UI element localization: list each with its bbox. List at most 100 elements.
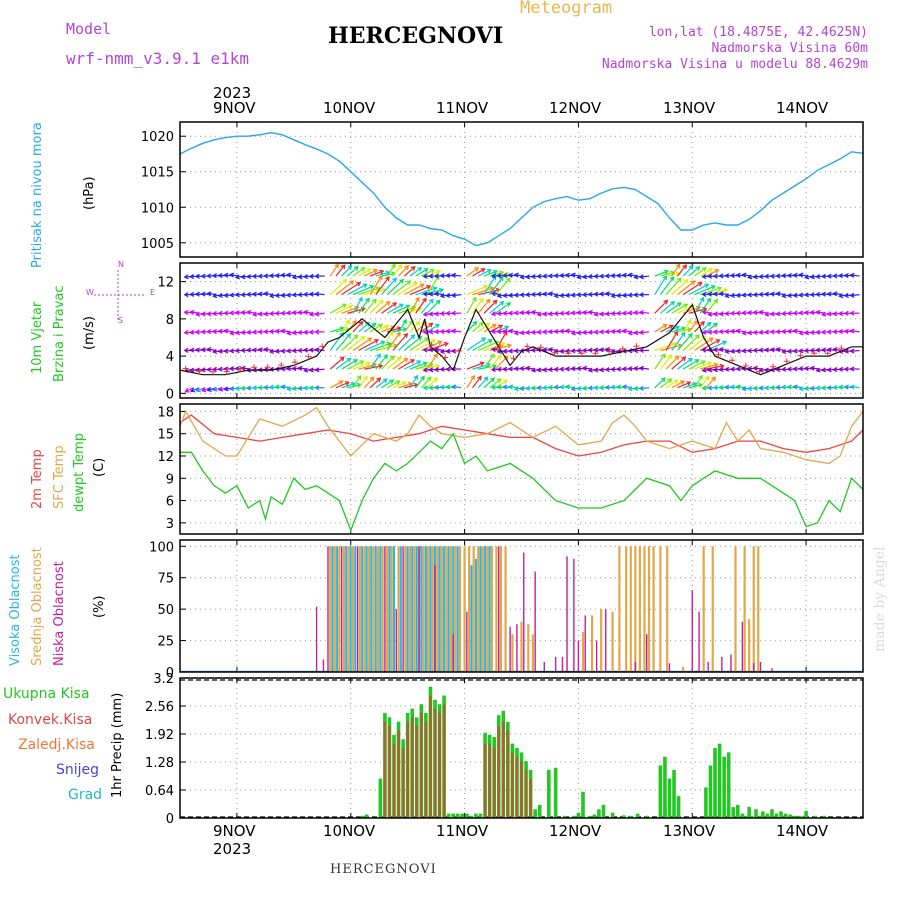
wind-gust-marker (264, 364, 271, 371)
precip-conv-bar (506, 730, 510, 818)
wind-arrow-head (576, 330, 582, 336)
wind-arrow (335, 358, 351, 370)
wind-arrow (472, 268, 485, 277)
wind-arrow-head (398, 303, 404, 309)
wind-arrow-head (559, 310, 565, 316)
wind-arrow-head (303, 309, 309, 315)
wind-arrow-head (297, 310, 303, 316)
wind-arrow-head (251, 385, 257, 391)
wind-arrow-head (809, 385, 815, 391)
wind-arrow-head (610, 273, 616, 279)
wind-arrow-head (849, 366, 855, 372)
precip-ytick-label: 2.56 (145, 700, 174, 715)
wind-arrow-head (428, 273, 434, 279)
wind-arrow (341, 319, 350, 333)
wind-arrow-head (291, 330, 297, 336)
wind-arrow-head (341, 303, 347, 309)
wind-arrow-head (667, 354, 673, 360)
wind-gust-marker (633, 343, 640, 350)
wind-arrow-head (519, 365, 525, 372)
wind-arrow-head (769, 385, 775, 391)
wind-arrow (452, 294, 462, 297)
wind-arrow (364, 322, 376, 333)
wind-arrow-head (593, 273, 599, 279)
wind-arrow-head (775, 384, 781, 390)
wind-arrow-head (741, 330, 747, 336)
wind-arrow-head (621, 328, 627, 334)
wind-arrow (494, 379, 508, 389)
wind-arrow-head (445, 310, 451, 316)
wind-arrow-head (610, 384, 616, 390)
wind-arrow-head (680, 380, 686, 385)
wind-arrow-head (775, 329, 781, 335)
wind-gust-marker (223, 368, 230, 375)
wind-arrow (677, 381, 691, 389)
wind-arrow-head (781, 293, 787, 299)
wind-arrow-head (616, 292, 622, 299)
wind-arrow-head (234, 330, 240, 336)
wind-arrow-head (432, 286, 438, 292)
wind-arrow-head (206, 329, 212, 335)
wind-arrow-head (200, 347, 206, 353)
wind-arrow-head (206, 273, 212, 279)
wind-arrow-head (688, 265, 694, 271)
wind-arrow-head (490, 347, 497, 353)
wind-arrow-head (519, 274, 525, 280)
wind-arrow-head (399, 278, 405, 284)
wind-arrow-head (547, 291, 553, 297)
wind-arrow (483, 270, 498, 277)
bottom-year-label: 2023 (213, 840, 252, 858)
wind-arrow-head (405, 304, 411, 310)
wind-arrow-head (496, 273, 502, 279)
wind-arrow (850, 294, 860, 297)
wind-arrow (694, 267, 707, 277)
wind-arrow (483, 342, 505, 352)
wind-arrow (426, 300, 441, 314)
wind-arrow-head (717, 286, 723, 292)
wind-arrow-head (694, 359, 700, 364)
wind_speed-ytick-label: 4 (166, 350, 174, 365)
wind-arrow-head (729, 328, 735, 334)
wind-gust-marker (606, 348, 613, 355)
wind-arrow-head (826, 273, 832, 279)
wind-arrow-head (599, 311, 605, 317)
wind-arrow-head (280, 384, 286, 390)
wind-arrow-head (297, 347, 303, 354)
wind-arrow-head (422, 361, 428, 367)
wind-arrow-head (417, 267, 423, 272)
wind-arrow (850, 274, 860, 277)
wind-arrow-head (633, 330, 639, 336)
wind-arrow-head (490, 291, 497, 297)
wind-arrow (398, 265, 409, 277)
wind-arrow-head (285, 366, 291, 372)
wind-arrow-head (616, 384, 622, 390)
wind-arrow-head (234, 385, 240, 392)
wind-arrow-head (189, 367, 195, 373)
wind-arrow-head (530, 329, 536, 335)
wind-arrow (329, 264, 339, 277)
wind-arrow-head (297, 329, 303, 336)
wind-gust-marker (182, 365, 189, 372)
wind-arrow-head (729, 348, 736, 354)
wind-arrow (335, 381, 350, 389)
wind-arrow-head (832, 347, 838, 353)
wind-arrow-head (433, 311, 439, 317)
wind-arrow-head (570, 348, 576, 354)
wind-arrow-head (633, 292, 639, 298)
wind-arrow (671, 332, 686, 351)
wind-arrow-head (610, 366, 616, 372)
wind-arrow-head (286, 330, 292, 336)
wind-arrow (665, 277, 682, 296)
wind-arrow-head (211, 273, 217, 279)
wind-arrow (682, 382, 697, 389)
wind-arrow-head (610, 310, 616, 317)
wind-arrow-head (303, 367, 309, 373)
wind-arrow-head (525, 365, 531, 371)
wind-arrow-head (681, 356, 687, 362)
wind-arrow-head (308, 329, 314, 335)
wind-arrow-head (478, 321, 484, 327)
wind-arrow-head (536, 385, 542, 391)
wind-arrow-head (379, 269, 385, 275)
wind-arrow (352, 362, 371, 370)
wind-arrow-head (735, 272, 741, 278)
